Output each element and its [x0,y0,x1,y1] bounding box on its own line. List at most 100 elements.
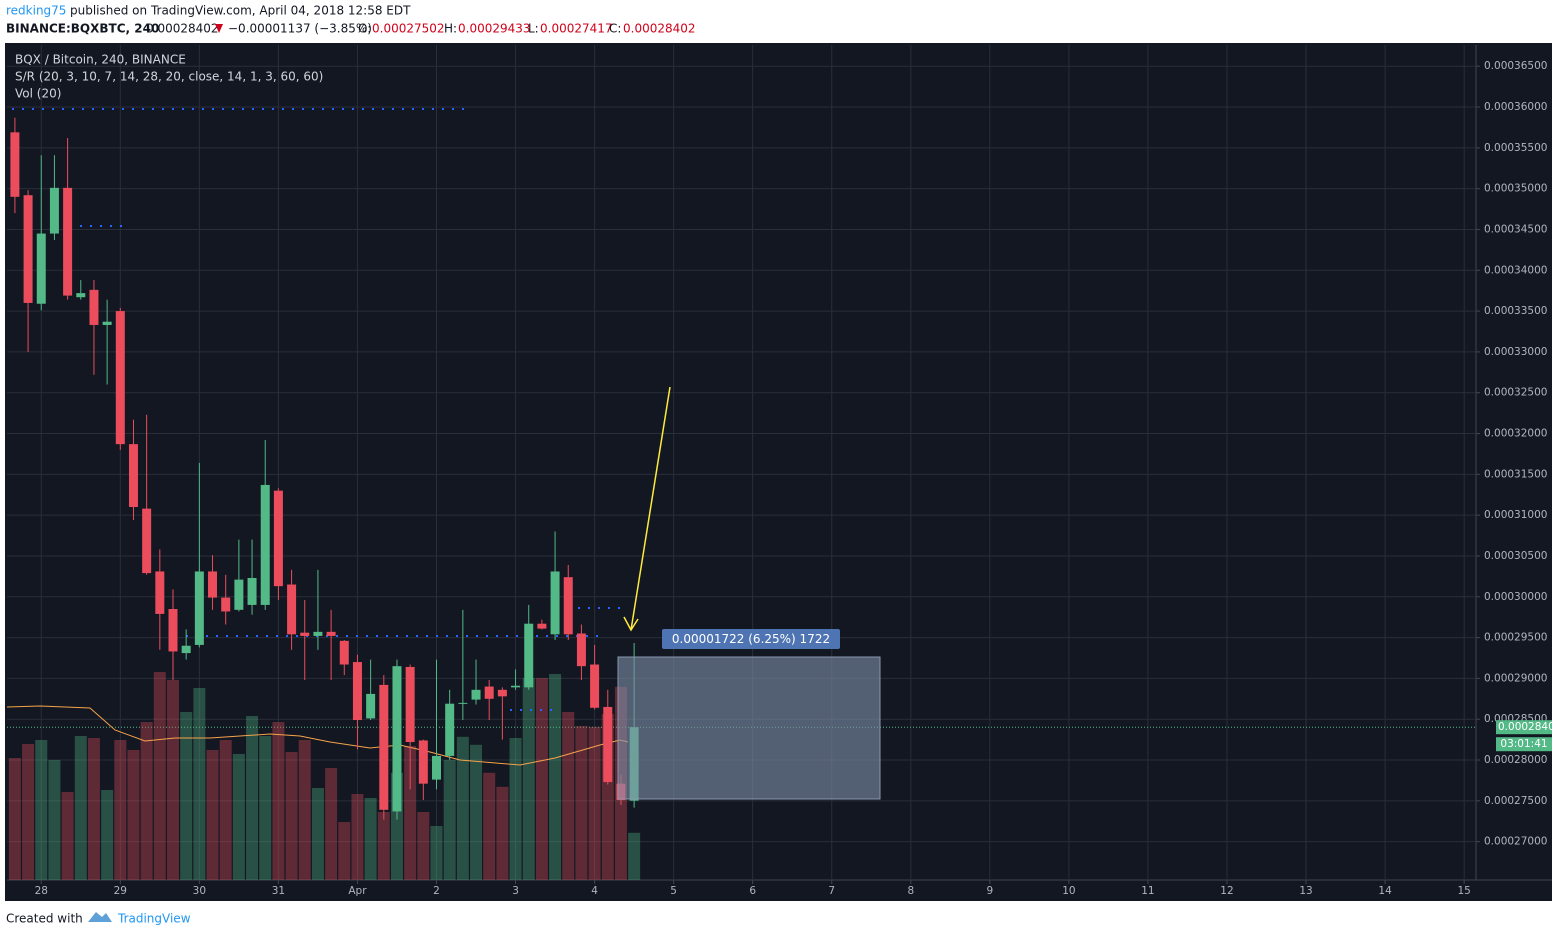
x-tick-label: 2 [433,885,440,897]
candle-body [366,693,376,719]
x-tick-label: 7 [828,885,835,897]
candle-body [471,689,481,700]
volume-bar [298,740,311,880]
close-value: 0.00028402 [623,22,696,36]
volume-bar [483,772,496,880]
countdown-box [1496,737,1552,752]
candle-body [484,686,494,699]
candle-body [550,571,560,635]
candle-body [142,508,152,574]
axes: 0.000270000.000275000.000280000.00028500… [35,60,1554,897]
candle-body [76,293,86,298]
y-tick-label: 0.00032500 [1484,387,1547,399]
volume-bar [351,794,364,880]
volume-bar [325,768,338,880]
volume-bar [74,736,87,880]
volume-bar [535,678,548,880]
volume-bar [509,738,522,880]
volume-bar [114,740,127,880]
candle-body [128,444,138,507]
y-tick-label: 0.00034500 [1484,223,1547,235]
x-tick-label: 14 [1378,885,1392,897]
indicator-label: Vol (20) [15,87,61,101]
volume-bar [338,822,351,880]
candle-body [379,684,389,810]
volume-bar [496,786,509,880]
candle-body [208,571,218,598]
candle-body [576,633,586,667]
volume-bar [588,726,601,880]
candle-body [36,233,46,304]
x-tick-label: 13 [1299,885,1312,897]
x-tick-label: 29 [114,885,127,897]
volume-bar [522,678,535,880]
volume-bar [101,790,114,880]
y-tick-label: 0.00036000 [1484,101,1547,113]
x-tick-label: 10 [1062,885,1075,897]
candle-body [89,289,99,325]
volume-bar [575,726,588,880]
candle-body [352,662,362,721]
candle-body [432,755,442,780]
candle-body [181,645,191,654]
candle-body [537,623,547,629]
y-tick-label: 0.00030000 [1484,591,1547,603]
low-value: 0.00027417 [540,22,613,36]
volume-bar [206,750,219,880]
volume-bar [246,716,259,880]
x-tick-label: 6 [749,885,756,897]
candle-body [221,597,231,612]
last-price: 0.00028402 [146,22,219,36]
y-tick-label: 0.00035500 [1484,142,1547,154]
x-tick-label: 28 [35,885,48,897]
volume-bar [8,758,21,880]
volume-bar [140,722,153,880]
candle-body [49,187,59,234]
logo [88,912,112,922]
candle-body [10,132,20,197]
x-tick-label: 11 [1141,885,1154,897]
volume-bar [48,760,61,880]
candle-body [339,640,349,665]
candle-body [260,484,270,605]
y-tick-label: 0.00031500 [1484,468,1547,480]
candle-body [603,706,613,783]
published: published on TradingView.com, April 04, … [70,4,411,18]
y-tick-label: 0.00030500 [1484,550,1547,562]
y-tick-label: 0.00034000 [1484,264,1547,276]
candle-body [155,571,165,614]
candle-body [102,321,112,325]
y-tick-label: 0.00029000 [1484,672,1547,684]
field-label: C: [609,22,621,36]
candle-body [445,703,455,756]
volume-bar [364,798,377,880]
author[interactable]: redking75 [6,4,66,18]
volume-ma [6,705,629,766]
x-tick-label: Apr [348,885,367,897]
footer-brand[interactable]: TradingView [117,912,191,926]
y-tick-label: 0.00032000 [1484,428,1547,440]
y-tick-label: 0.00033500 [1484,305,1547,317]
candle-body [563,577,573,635]
x-tick-label: 5 [670,885,677,897]
y-tick-label: 0.00028000 [1484,754,1547,766]
volume-bar [180,712,193,880]
volume-bar [311,788,324,880]
candle-body [418,740,428,784]
y-tick-label: 0.00029500 [1484,632,1547,644]
candle-body [313,631,323,636]
y-tick-label: 0.00027000 [1484,836,1547,848]
volume-bar [167,680,180,880]
volume-bar [259,736,272,880]
candle-body [194,571,204,645]
volume-bar [549,674,562,880]
candle-body [115,311,125,445]
volume-bar [219,740,232,880]
candle-body [247,577,257,605]
x-tick-label: 31 [272,885,285,897]
last-price-label: 0.00028402 [1498,721,1554,733]
volume-bar [22,744,35,880]
volume-bar [127,750,140,880]
volume-bar [61,792,74,880]
